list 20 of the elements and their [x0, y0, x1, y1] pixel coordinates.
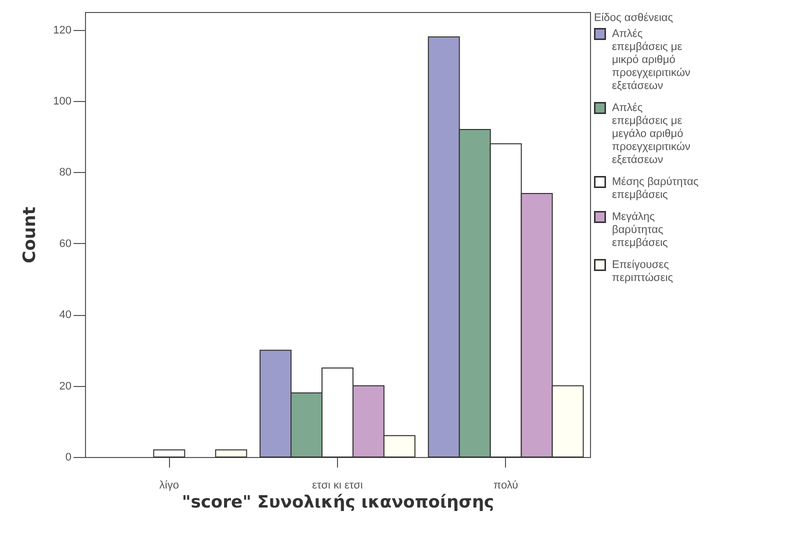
legend-title: Είδος ασθένειας — [594, 12, 674, 24]
y-tick-label: 100 — [53, 96, 72, 108]
legend-label: Επείγουσες περιπτώσεις — [612, 259, 673, 284]
y-tick-label: 0 — [65, 452, 72, 464]
x-tick-label: πολύ — [494, 480, 518, 492]
y-tick-label: 40 — [59, 309, 72, 322]
x-tick-label: λίγο — [159, 480, 179, 492]
legend-label: Μεγάλης βαρύτητας επεμβάσεις — [612, 211, 668, 249]
legend-label: Απλές επεμβάσεις με μικρό αριθμό προεγχειριτικών εξετάσεων — [612, 28, 691, 92]
y-axis-title: Count — [20, 206, 40, 264]
y-tick-label: 80 — [59, 166, 72, 179]
y-tick-label: 20 — [59, 380, 72, 392]
x-tick-label: ετσι κι ετσι — [312, 480, 364, 492]
legend-label: Απλές επεμβάσεις με μεγάλο αριθμό προεγχειριτικών εξετάσεων — [612, 102, 691, 166]
bar — [153, 449, 186, 458]
y-tick-label: 60 — [59, 238, 72, 250]
y-tick-label: 120 — [53, 24, 72, 36]
bar — [215, 449, 248, 458]
x-axis-title: "score" Συνολικής ικανοποίησης — [182, 492, 494, 512]
legend-label: Μέσης βαρύτητας επεμβάσεις — [612, 176, 699, 201]
